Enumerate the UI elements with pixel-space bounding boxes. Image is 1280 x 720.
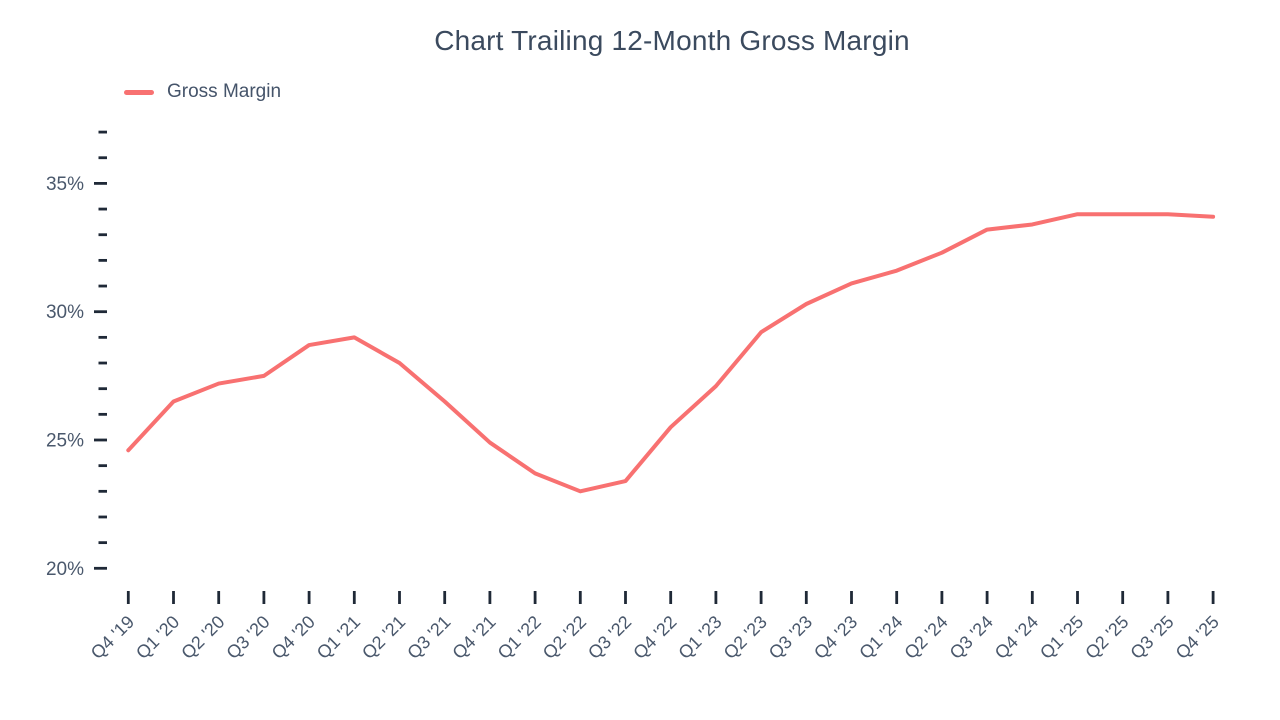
x-axis-label: Q1 '21 (313, 612, 364, 663)
x-axis-label: Q1 '25 (1036, 612, 1087, 663)
x-axis-label: Q4 '23 (810, 612, 861, 663)
chart-title: Chart Trailing 12-Month Gross Margin (434, 24, 910, 56)
x-axis-label: Q2 '20 (177, 612, 228, 663)
x-axis-label: Q4 '22 (629, 612, 680, 663)
x-axis-label: Q2 '25 (1081, 612, 1132, 663)
x-axis-label: Q2 '24 (900, 612, 951, 663)
x-axis-label: Q3 '22 (584, 612, 635, 663)
legend-swatch-icon (124, 89, 154, 95)
x-axis-label: Q3 '23 (765, 612, 816, 663)
y-axis-label: 35% (46, 174, 84, 195)
x-axis-label: Q4 '21 (448, 612, 499, 663)
x-axis-label: Q4 '24 (991, 612, 1042, 663)
x-axis-label: Q4 '25 (1172, 612, 1223, 663)
y-axis-label: 25% (46, 431, 84, 452)
x-axis-label: Q3 '24 (946, 612, 997, 663)
legend[interactable]: Gross Margin (124, 81, 281, 103)
x-axis-label: Q2 '23 (720, 612, 771, 663)
x-axis-label: Q1 '23 (674, 612, 725, 663)
x-axis-label: Q2 '21 (358, 612, 409, 663)
x-axis-label: Q4 '20 (268, 612, 319, 663)
x-axis-label: Q1 '22 (494, 612, 545, 663)
gross-margin-line (126, 212, 1216, 494)
x-axis-label: Q1 '24 (855, 612, 906, 663)
y-axis-label: 20% (46, 559, 84, 580)
x-axis-label: Q4 '19 (87, 612, 138, 663)
x-axis-label: Q3 '21 (403, 612, 454, 663)
x-axis-label: Q2 '22 (539, 612, 590, 663)
x-axis-label: Q3 '20 (222, 612, 273, 663)
legend-label: Gross Margin (167, 81, 282, 102)
x-axis-label: Q1 '20 (132, 612, 183, 663)
y-axis-label: 30% (46, 302, 84, 323)
x-axis-label: Q3 '25 (1126, 612, 1177, 663)
